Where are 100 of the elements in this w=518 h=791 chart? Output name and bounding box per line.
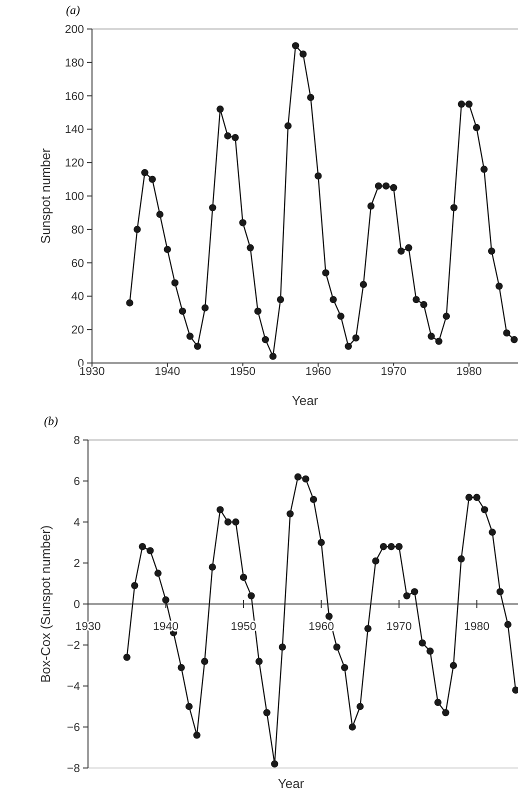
point [126,299,134,306]
y-tick-label: 140 [64,124,84,136]
point [201,658,208,665]
point [239,219,246,226]
point [246,244,254,252]
point [263,709,270,716]
x-axis-title: Year [292,393,319,408]
point [496,588,504,596]
y-tick-label: −6 [66,722,80,734]
point [286,510,294,518]
y-tick-label: −8 [66,763,80,775]
point [310,496,318,504]
point [178,664,185,672]
x-tick-label: 1980 [464,621,490,633]
point [302,475,310,483]
point [341,664,348,672]
point [435,338,442,345]
point [314,172,322,180]
y-tick-label: 200 [64,24,84,36]
point [278,643,286,651]
point [162,596,170,604]
x-axis-title: Year [278,776,305,791]
point [458,100,466,108]
y-tick-label: 40 [71,291,84,304]
chart-title: (a) [66,3,80,17]
point [156,210,164,218]
point [442,312,450,320]
point [344,342,352,350]
y-tick-label: 60 [71,258,84,270]
point [410,588,418,596]
point [300,50,307,58]
point [428,332,435,340]
point [442,709,450,716]
point [292,42,300,50]
point [458,555,465,562]
y-tick-label: −2 [66,640,80,652]
point [398,248,405,255]
point [209,204,216,212]
y-tick-label: 80 [71,224,84,236]
point [141,169,148,176]
point [318,538,325,546]
point [382,182,390,190]
y-tick-label: 120 [64,158,84,170]
y-tick-label: 160 [64,90,84,103]
point [405,244,412,252]
y-tick-label: 20 [71,324,84,337]
point [367,202,375,210]
y-tick-label: −4 [66,681,81,693]
y-tick-label: 6 [74,476,80,488]
point [337,312,344,320]
point [322,269,330,276]
point [123,654,130,661]
point [364,625,372,632]
point [307,94,314,102]
point [372,557,380,565]
point [269,352,277,360]
y-tick-label: 0 [74,599,80,611]
point [164,246,171,254]
point [255,658,263,665]
point [134,226,141,233]
point [248,592,255,600]
point [330,296,337,304]
point [374,182,382,190]
point [465,494,473,501]
x-tick-label: 1960 [305,366,331,378]
point [240,574,248,581]
x-tick-label: 1930 [79,366,105,378]
point [488,248,496,255]
y-tick-label: 2 [74,558,80,570]
x-tick-label: 1980 [456,366,482,378]
point [450,204,458,212]
point [420,300,428,308]
y-tick-label: 180 [64,57,84,70]
point [232,134,239,142]
point [208,564,216,571]
x-tick-label: 1970 [386,621,412,633]
point [325,612,333,620]
point [186,332,194,340]
point [512,686,518,694]
point [395,543,403,550]
point [194,342,202,350]
point [348,723,356,731]
y-tick-label: 8 [74,435,80,447]
point [201,304,209,312]
point [450,662,458,670]
point [232,518,240,526]
point [146,547,154,554]
point [480,506,488,514]
point [254,308,262,315]
point [465,100,473,108]
x-tick-label: 1970 [380,366,406,378]
point [356,702,364,710]
x-tick-label: 1950 [230,366,256,378]
y-tick-label: 4 [74,517,81,529]
x-tick-label: 1940 [154,366,180,378]
point [403,592,410,600]
point [352,334,360,342]
point [426,648,434,655]
point [154,570,162,577]
point [390,184,398,192]
